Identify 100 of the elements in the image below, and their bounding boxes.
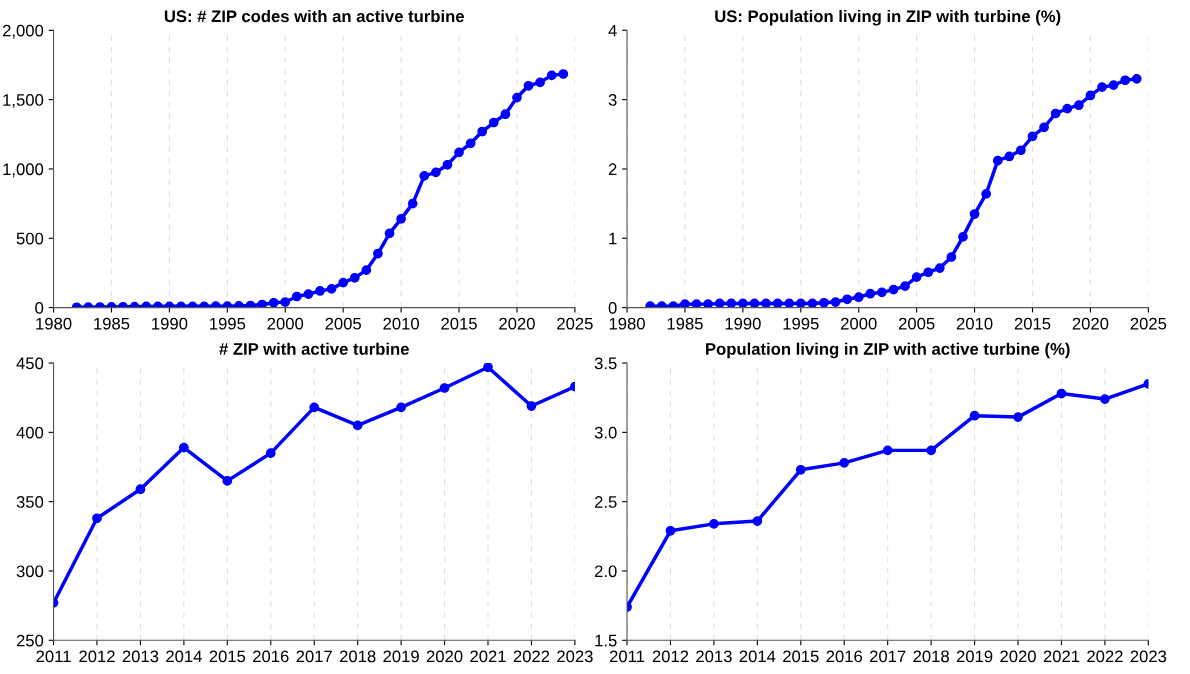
point (934, 263, 945, 273)
point (483, 363, 493, 373)
point (1097, 82, 1107, 93)
point (877, 287, 887, 298)
point (1039, 122, 1049, 133)
x-tick-label: 2005 (898, 317, 935, 330)
x-tick-label: 2000 (267, 317, 304, 330)
point (338, 277, 349, 288)
x-tick-label: 2011 (36, 650, 71, 663)
point (309, 402, 320, 413)
x-tick-label: 2025 (557, 317, 593, 330)
point (291, 291, 302, 302)
x-tick-label: 2005 (325, 317, 362, 330)
x-tick-label: 2010 (956, 317, 993, 330)
x-tick-label: 1990 (152, 317, 188, 330)
point (807, 298, 818, 308)
x-tick-label: 2011 (609, 650, 645, 663)
point (795, 464, 806, 475)
point (1013, 412, 1023, 422)
x-tick-label: 2019 (383, 650, 419, 663)
x-tick-label: 2020 (426, 650, 463, 663)
point (926, 445, 936, 456)
point (1050, 108, 1061, 119)
y-tick-label: 0 (608, 301, 617, 314)
x-tick-label: 2012 (79, 650, 115, 663)
x-tick-label: 1990 (725, 317, 761, 330)
point (992, 155, 1003, 166)
point (280, 297, 291, 307)
point (1073, 100, 1084, 111)
point (1108, 80, 1119, 90)
point (819, 297, 829, 308)
point (969, 209, 980, 219)
y-tick-label: 3.5 (594, 357, 617, 370)
y-tick-label: 0 (35, 301, 44, 314)
y-tick-label: 400 (16, 426, 44, 439)
x-tick-label: 2018 (913, 650, 949, 663)
point (911, 272, 922, 282)
y-tick-label: 350 (16, 496, 44, 508)
point (179, 442, 189, 453)
x-tick-label: 1980 (609, 317, 645, 330)
point (969, 410, 980, 421)
x-tick-label: 2013 (122, 650, 159, 663)
point (396, 214, 406, 224)
x-tick-label: 2015 (1014, 317, 1051, 330)
y-tick-label: 1.5 (595, 634, 617, 647)
point (1085, 90, 1096, 101)
x-tick-label: 2016 (826, 650, 863, 663)
x-tick-label: 2016 (253, 650, 289, 663)
point (245, 300, 256, 308)
x-tick-label: 2025 (1130, 317, 1167, 330)
point (442, 159, 453, 170)
point (853, 292, 864, 303)
point (1062, 103, 1073, 114)
y-tick-label: 450 (16, 357, 44, 370)
point (439, 383, 450, 393)
point (772, 298, 783, 308)
point (761, 298, 771, 308)
point (135, 484, 146, 495)
chart-title: Population living in ZIP with active turbine (%) (706, 342, 1070, 359)
point (900, 281, 910, 291)
x-tick-label: 2015 (441, 317, 477, 330)
y-tick-label: 1 (609, 232, 617, 245)
point (488, 117, 499, 128)
x-tick-label: 2000 (841, 317, 877, 330)
point (222, 476, 233, 486)
y-tick-label: 2.0 (594, 565, 617, 578)
point (315, 286, 325, 296)
point (703, 299, 713, 308)
x-tick-label: 2012 (652, 650, 689, 663)
point (257, 299, 267, 308)
y-tick-label: 2.5 (594, 496, 617, 508)
x-tick-label: 2019 (956, 650, 993, 663)
chart-title: US: Population living in ZIP with turbine (%) (715, 9, 1061, 26)
x-tick-label: 2015 (783, 650, 819, 663)
y-tick-label: 500 (16, 232, 44, 245)
y-tick-label: 3 (608, 94, 617, 106)
y-tick-label: 2 (608, 163, 617, 175)
x-tick-label: 1985 (667, 317, 703, 330)
point (680, 299, 690, 308)
x-tick-label: 2023 (1130, 650, 1167, 663)
x-tick-label: 2015 (209, 650, 246, 663)
x-tick-label: 2022 (513, 650, 550, 663)
y-tick-label: 300 (16, 565, 44, 578)
point (752, 516, 763, 526)
point (1027, 131, 1038, 142)
point (384, 228, 395, 239)
y-tick-label: 250 (16, 634, 44, 647)
point (714, 298, 725, 308)
point (888, 284, 899, 295)
x-tick-label: 2020 (499, 317, 535, 330)
point (981, 189, 992, 199)
point (1120, 75, 1131, 86)
point (749, 298, 760, 308)
point (795, 298, 806, 308)
point (268, 297, 279, 308)
x-tick-label: 2021 (470, 650, 506, 663)
point (454, 147, 464, 158)
x-tick-label: 1985 (94, 317, 130, 330)
point (558, 69, 569, 79)
point (865, 288, 876, 299)
